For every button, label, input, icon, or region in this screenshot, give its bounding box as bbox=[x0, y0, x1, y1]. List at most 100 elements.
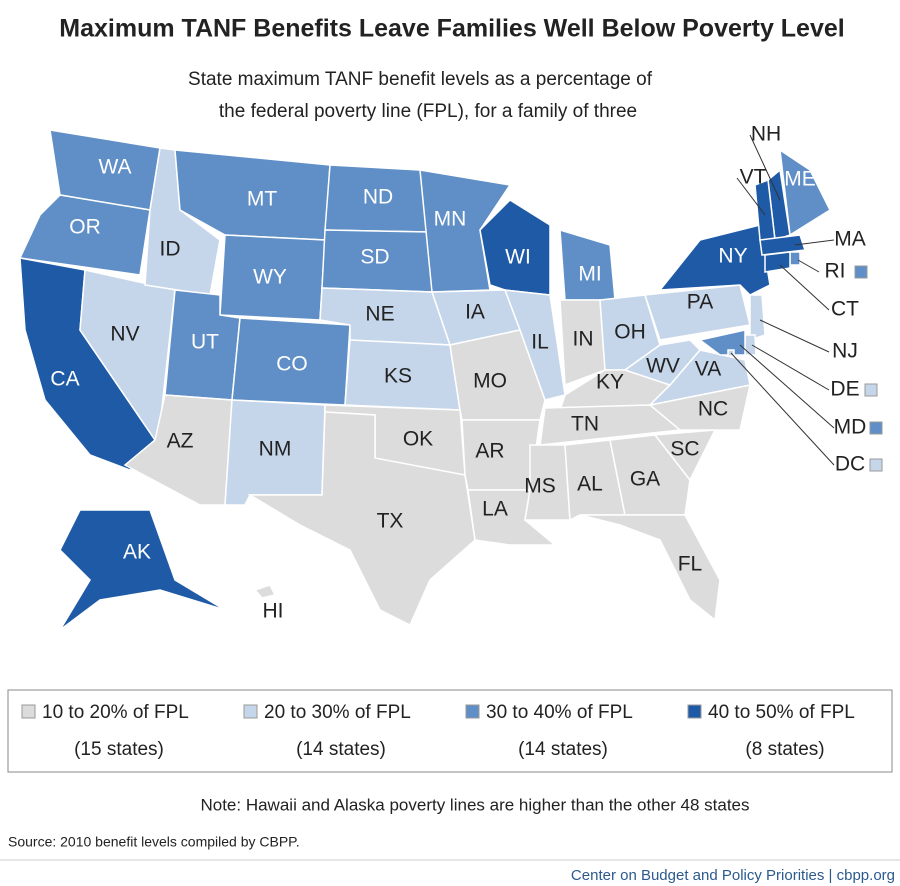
legend: 10 to 20% of FPL (15 states) 20 to 30% of … bbox=[21, 702, 855, 760]
state-label: SD bbox=[360, 246, 389, 269]
legend-label: 40 to 50% of FPL bbox=[708, 702, 855, 723]
legend-count: (15 states) bbox=[74, 739, 164, 760]
state-label: KS bbox=[384, 365, 412, 388]
legend-swatch bbox=[687, 704, 702, 719]
state-label: LA bbox=[482, 498, 508, 521]
state-label: MN bbox=[434, 208, 467, 231]
leader-line bbox=[779, 264, 830, 311]
state bbox=[698, 329, 746, 356]
state-label: FL bbox=[678, 553, 703, 576]
state bbox=[653, 429, 717, 482]
state-label: OR bbox=[69, 216, 101, 239]
leader-line bbox=[797, 259, 820, 273]
state bbox=[764, 251, 791, 273]
legend-box bbox=[7, 689, 893, 773]
leader-line bbox=[759, 319, 830, 353]
state-label: NC bbox=[698, 398, 728, 421]
state bbox=[759, 234, 807, 256]
subtitle: State maximum TANF benefit levels as a p… bbox=[188, 69, 653, 90]
state-label: AL bbox=[577, 473, 603, 496]
state-label: AZ bbox=[167, 430, 194, 453]
state-label: OK bbox=[403, 428, 433, 451]
state-label: AK bbox=[123, 541, 151, 564]
state-label: TX bbox=[377, 510, 404, 533]
state-label: PA bbox=[687, 291, 713, 314]
state-label: NJ bbox=[832, 340, 858, 363]
state-label: IL bbox=[531, 331, 549, 354]
state-label: ID bbox=[160, 238, 181, 261]
state-label: NV bbox=[110, 323, 139, 346]
legend-count: (8 states) bbox=[745, 739, 824, 760]
note: Note: Hawaii and Alaska poverty lines ar… bbox=[200, 795, 749, 814]
state-label: NM bbox=[259, 438, 292, 461]
legend-count: (14 states) bbox=[518, 739, 608, 760]
state-label: OH bbox=[614, 321, 646, 344]
state-label: VT bbox=[740, 166, 767, 189]
state-label: IA bbox=[465, 301, 485, 324]
state bbox=[789, 251, 801, 266]
state-label: WY bbox=[253, 266, 287, 289]
state bbox=[524, 444, 571, 521]
state-swatch bbox=[869, 421, 883, 435]
state bbox=[658, 224, 771, 296]
state-label: TN bbox=[571, 413, 599, 436]
state-label: GA bbox=[630, 468, 660, 491]
subtitle: the federal poverty line (FPL), for a fa… bbox=[219, 101, 637, 122]
state-label: WI bbox=[505, 246, 531, 269]
state-label: SC bbox=[670, 438, 699, 461]
state bbox=[503, 289, 566, 401]
legend-label: 10 to 20% of FPL bbox=[42, 702, 189, 723]
state bbox=[779, 148, 831, 237]
state bbox=[749, 294, 766, 342]
legend-label: 20 to 30% of FPL bbox=[264, 702, 411, 723]
footer: Center on Budget and Policy Priorities |… bbox=[571, 867, 895, 884]
state bbox=[579, 514, 721, 622]
state-label: ME bbox=[784, 168, 816, 191]
state-label: DC bbox=[835, 453, 865, 476]
state-label: WA bbox=[98, 156, 131, 179]
legend-count: (14 states) bbox=[296, 739, 386, 760]
state-label: CA bbox=[50, 368, 79, 391]
leader-line bbox=[739, 344, 835, 429]
title: Maximum TANF Benefits Leave Families Wel… bbox=[59, 15, 844, 43]
leader-line bbox=[730, 352, 835, 466]
leader-line bbox=[749, 134, 781, 201]
state-label: MT bbox=[247, 188, 277, 211]
legend-swatch bbox=[243, 704, 258, 719]
state-label: MD bbox=[834, 416, 867, 439]
state-label: WV bbox=[646, 355, 680, 378]
state-label: NY bbox=[718, 245, 747, 268]
source: Source: 2010 benefit levels compiled by … bbox=[8, 834, 300, 850]
leader-line bbox=[736, 177, 766, 216]
state bbox=[247, 411, 476, 627]
legend-swatch bbox=[465, 704, 480, 719]
state-label: KY bbox=[596, 371, 624, 394]
state-label: HI bbox=[263, 600, 284, 623]
state-label: IN bbox=[573, 328, 594, 351]
state-label: CO bbox=[276, 353, 308, 376]
state-swatch bbox=[854, 265, 868, 279]
legend-swatch bbox=[21, 704, 36, 719]
leader-line bbox=[794, 239, 835, 246]
state-label: MO bbox=[473, 370, 507, 393]
state-label: UT bbox=[191, 331, 219, 354]
state-label: RI bbox=[825, 260, 846, 283]
legend-label: 30 to 40% of FPL bbox=[486, 702, 633, 723]
state bbox=[18, 194, 151, 276]
state-swatch bbox=[864, 383, 878, 397]
state-label: NH bbox=[751, 123, 781, 146]
state-swatch bbox=[869, 458, 883, 472]
state bbox=[623, 339, 702, 386]
state bbox=[744, 334, 757, 356]
leader-line bbox=[751, 344, 830, 391]
state-label: MS bbox=[524, 475, 556, 498]
state bbox=[253, 584, 277, 599]
state-label: DE bbox=[830, 378, 859, 401]
state-label: CT bbox=[831, 298, 859, 321]
state-label: AR bbox=[475, 440, 504, 463]
map: WA OR CA NV ID MT WY UT CO AZ NM ND SD NE KS OK TX MN IA MO… bbox=[18, 123, 883, 631]
state-label: ND bbox=[363, 186, 393, 209]
state-label: MI bbox=[578, 263, 601, 286]
state bbox=[59, 509, 226, 631]
